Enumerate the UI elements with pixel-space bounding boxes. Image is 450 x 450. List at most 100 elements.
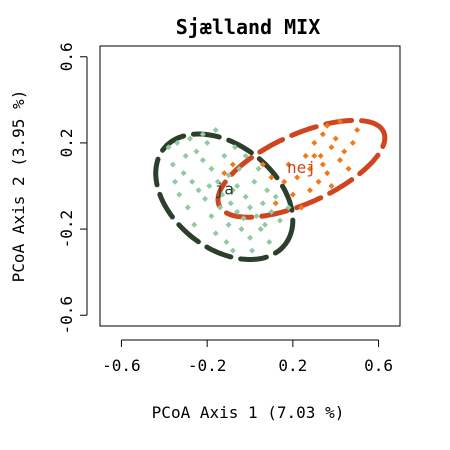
point-ja [219, 191, 226, 198]
point-nej [259, 161, 266, 168]
point-ja [174, 139, 181, 146]
point-nej [229, 161, 236, 168]
point-ja [262, 221, 268, 228]
point-ja [212, 230, 219, 237]
point-ja [225, 221, 232, 228]
point-nej [324, 122, 331, 129]
point-ja [204, 139, 211, 146]
point-ja [208, 213, 215, 220]
point-nej [319, 161, 326, 168]
point-nej [268, 174, 275, 181]
x-tick-label: -0.2 [188, 356, 227, 375]
point-nej [328, 183, 335, 189]
point-ja [187, 135, 193, 142]
y-axis: -0.6 -0.2 0.2 0.6 [57, 42, 88, 335]
point-nej [332, 135, 339, 142]
point-ja [227, 200, 234, 207]
point-nej [294, 174, 301, 181]
point-ja [195, 187, 202, 194]
point-nej [315, 178, 322, 185]
x-axis: -0.6 -0.2 0.2 0.6 [102, 339, 393, 375]
point-ja [172, 178, 178, 185]
point-nej [328, 144, 335, 151]
y-tick-label: -0.6 [57, 296, 76, 335]
data-points [165, 118, 361, 254]
point-ja [191, 221, 198, 228]
point-nej [281, 178, 288, 185]
point-nej [337, 118, 343, 125]
point-nej [311, 139, 318, 146]
point-nej [298, 204, 305, 211]
point-ja [249, 247, 256, 254]
point-ja [253, 213, 260, 220]
point-ja [212, 127, 219, 133]
point-ja [242, 152, 249, 159]
point-ja [264, 187, 271, 194]
point-ja [176, 191, 183, 198]
point-ja [277, 217, 283, 224]
point-nej [311, 152, 318, 159]
point-ja [206, 183, 213, 189]
group-label-ja: ja [215, 180, 234, 199]
point-ja [268, 208, 275, 215]
point-ja [242, 193, 249, 200]
point-ja [225, 172, 232, 179]
point-ja [199, 157, 206, 164]
point-nej [337, 157, 343, 164]
y-tick-label: 0.2 [57, 128, 76, 157]
y-tick-label: 0.6 [57, 42, 76, 71]
point-ja [232, 144, 238, 151]
point-nej [324, 170, 331, 177]
point-ja [208, 165, 215, 172]
point-ja [234, 183, 241, 189]
point-ja [236, 165, 243, 172]
point-nej [272, 200, 279, 207]
point-ja [251, 178, 258, 185]
y-tick-label: -0.2 [57, 210, 76, 249]
point-nej [317, 152, 324, 159]
point-ja [182, 152, 189, 159]
point-ja [266, 239, 273, 245]
point-ja [221, 152, 228, 159]
group-labels: ja nej [215, 158, 316, 199]
point-ja [214, 178, 221, 185]
point-ja [217, 204, 223, 211]
point-nej [289, 191, 296, 198]
point-nej [307, 187, 313, 194]
point-nej [221, 170, 228, 177]
chart-title: Sjælland MIX [176, 15, 321, 39]
point-ja [223, 239, 230, 245]
point-ja [234, 208, 241, 215]
point-ja [247, 204, 253, 211]
ellipse-ja [153, 131, 296, 262]
point-ja [285, 204, 292, 211]
point-ja [193, 148, 200, 155]
point-ja [229, 187, 236, 194]
point-nej [302, 152, 309, 159]
point-ja [272, 193, 279, 200]
point-ja [184, 204, 191, 211]
point-ja [189, 178, 196, 185]
point-nej [285, 161, 292, 168]
point-ja [247, 234, 253, 241]
y-axis-label: PCoA Axis 2 (3.95 %) [9, 90, 28, 283]
group-label-nej: nej [287, 158, 316, 177]
x-axis-label: PCoA Axis 1 (7.03 %) [152, 403, 345, 422]
point-ja [255, 165, 262, 172]
x-tick-label: 0.6 [364, 356, 393, 375]
point-nej [354, 127, 361, 133]
point-ja [165, 144, 172, 151]
point-ja [259, 200, 266, 207]
point-ja [169, 161, 176, 168]
x-tick-label: -0.6 [102, 356, 141, 375]
point-ja [257, 226, 264, 233]
point-ja [202, 195, 208, 202]
point-nej [341, 148, 348, 155]
point-ja [199, 131, 206, 138]
point-ja [229, 247, 236, 254]
point-nej [319, 131, 326, 138]
point-nej [345, 165, 352, 172]
point-ja [240, 215, 247, 222]
